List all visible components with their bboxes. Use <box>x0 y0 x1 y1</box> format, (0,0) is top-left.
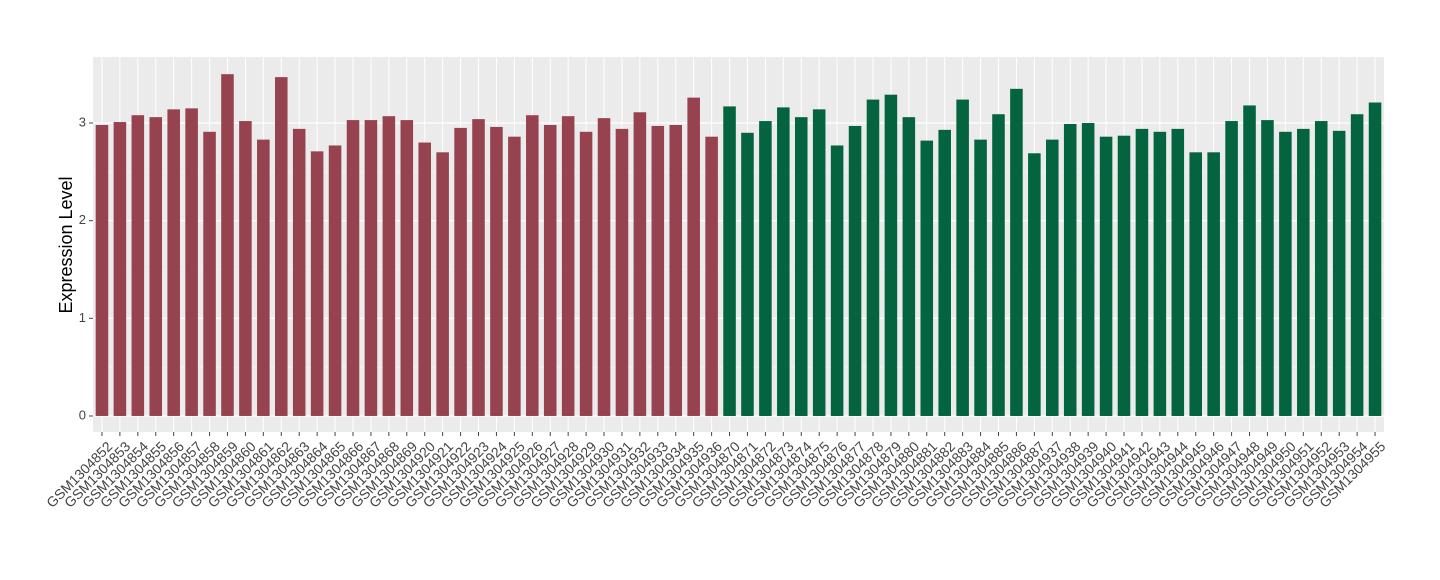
bar <box>1117 135 1131 416</box>
bar <box>759 121 772 416</box>
bar <box>149 117 163 416</box>
bar <box>633 112 647 416</box>
bar <box>1314 121 1328 416</box>
bar <box>669 124 683 416</box>
bar <box>1081 123 1095 416</box>
bar <box>167 109 180 416</box>
bar <box>1028 153 1041 416</box>
bar <box>364 120 378 416</box>
bar <box>221 74 234 416</box>
bar <box>1261 120 1274 416</box>
bar <box>1153 131 1167 416</box>
bar <box>1225 121 1238 416</box>
bar <box>1063 123 1077 416</box>
bar <box>436 152 449 416</box>
bar <box>956 99 969 416</box>
bar <box>777 107 790 416</box>
bar <box>723 106 736 416</box>
y-tick-label: 1 <box>79 310 86 325</box>
bar <box>938 129 951 416</box>
y-tick-label: 2 <box>79 212 86 227</box>
bar <box>830 145 844 416</box>
bar <box>579 131 593 416</box>
bar <box>543 124 557 416</box>
bar <box>472 119 485 416</box>
bar <box>113 122 127 416</box>
bar <box>382 116 396 416</box>
bar <box>1046 139 1059 416</box>
bar <box>1099 136 1113 416</box>
bar <box>203 131 216 416</box>
bar <box>239 121 252 416</box>
panel <box>93 57 1384 432</box>
bar <box>508 136 521 416</box>
bar <box>1297 128 1310 416</box>
bar <box>257 139 270 416</box>
bar <box>561 116 575 416</box>
bar <box>400 120 414 416</box>
bar <box>185 108 198 416</box>
bar <box>902 117 916 416</box>
bar <box>95 124 109 416</box>
bar <box>1350 114 1364 416</box>
bar <box>651 125 665 416</box>
bar <box>687 97 700 416</box>
bar <box>310 151 324 416</box>
bar <box>794 117 808 416</box>
bar <box>490 126 503 416</box>
bar <box>131 115 145 416</box>
bar <box>328 145 342 416</box>
bar <box>1332 130 1346 416</box>
bar <box>741 132 754 416</box>
bar <box>705 136 718 416</box>
bar <box>920 140 934 416</box>
bar <box>884 94 898 416</box>
bar <box>418 142 431 416</box>
bar <box>526 115 539 416</box>
bar <box>615 128 629 416</box>
bar <box>1135 128 1149 416</box>
bar <box>346 120 360 416</box>
bar <box>974 139 987 416</box>
bar <box>597 118 611 416</box>
bar <box>812 109 826 416</box>
bar <box>1207 152 1220 416</box>
bar <box>1171 128 1185 416</box>
y-tick-label: 0 <box>79 407 86 422</box>
bar <box>274 77 288 416</box>
bar <box>1279 131 1292 416</box>
bar <box>992 114 1005 416</box>
bar <box>1189 152 1203 416</box>
bar <box>866 99 880 416</box>
y-axis-label: Expression Level <box>56 176 76 313</box>
bar <box>292 128 306 416</box>
bar <box>848 125 862 416</box>
y-tick-label: 3 <box>79 114 86 129</box>
bar <box>1243 105 1256 416</box>
bar <box>1010 88 1023 416</box>
bar <box>454 127 467 416</box>
bar <box>1368 102 1382 416</box>
